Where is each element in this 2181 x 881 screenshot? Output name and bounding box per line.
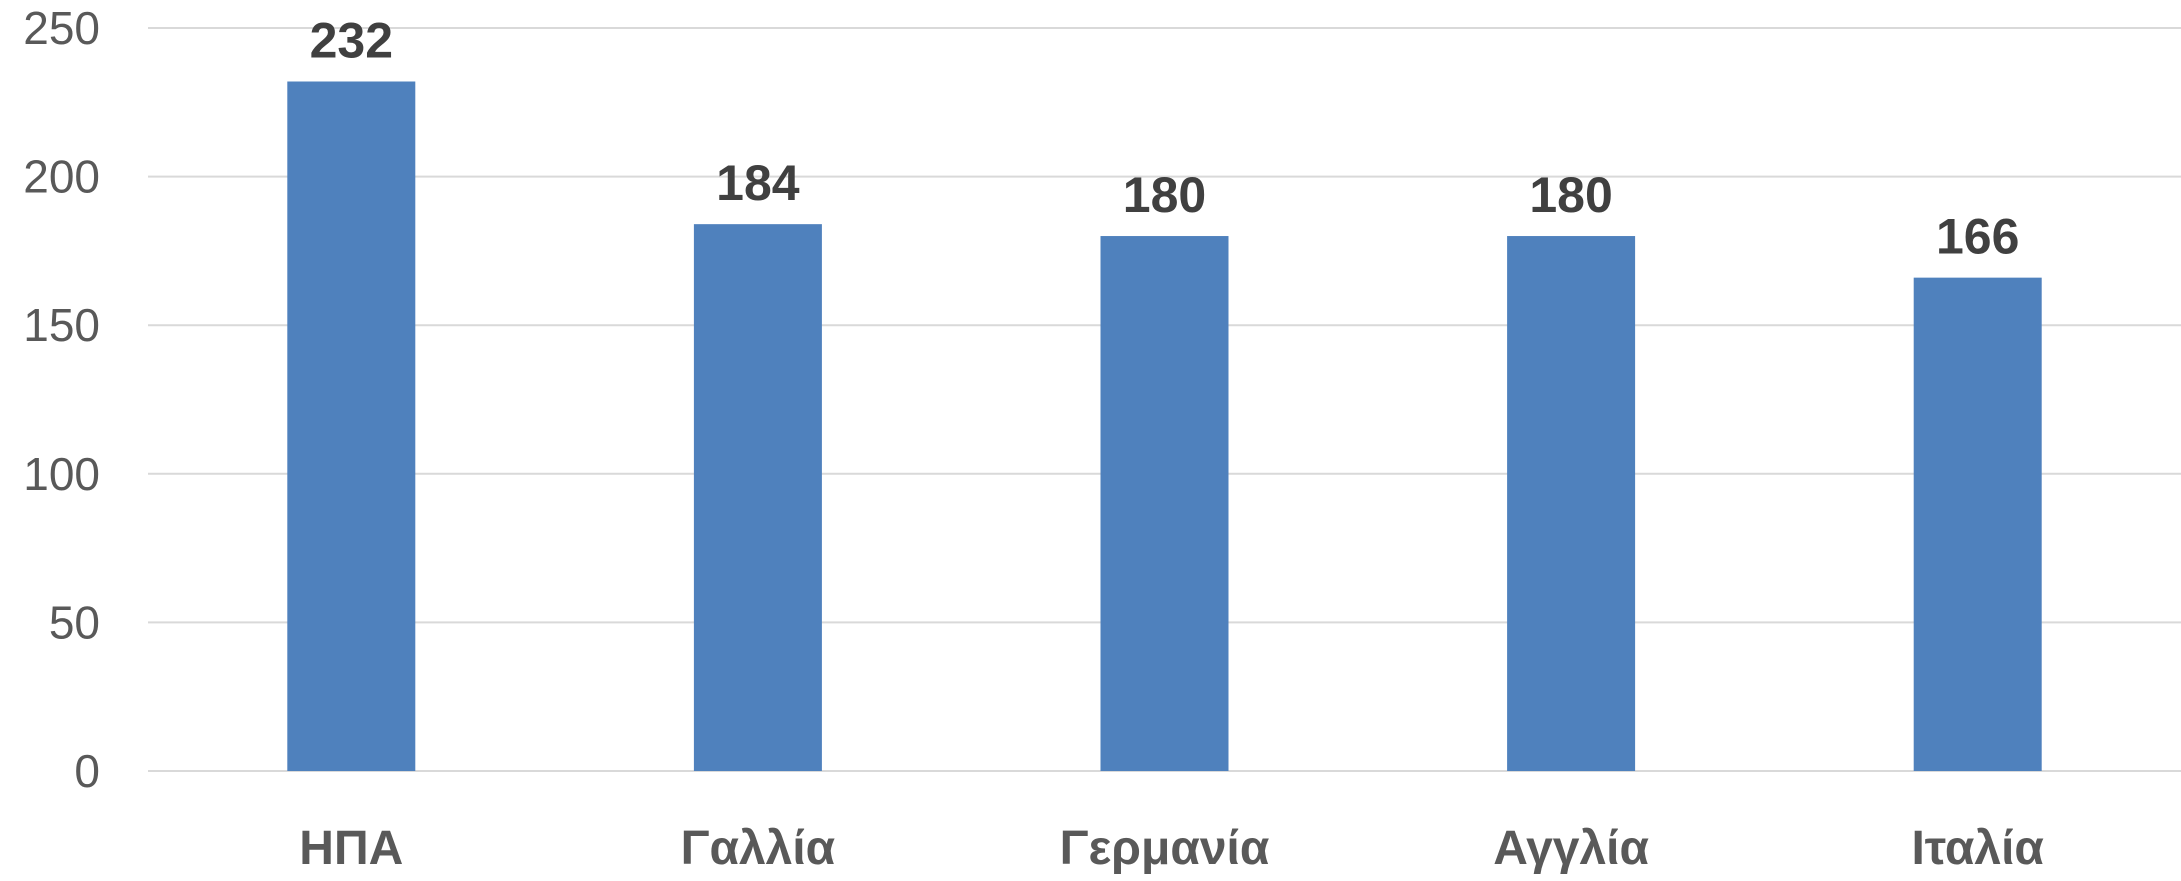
category-label: Γαλλία (681, 822, 836, 875)
x-axis-categories: ΗΠΑ Γαλλία Γερμανία Αγγλία Ιταλία (299, 822, 2044, 875)
bar (1507, 236, 1636, 772)
data-label: 232 (310, 12, 393, 68)
bar (693, 224, 822, 772)
category-label: Ιταλία (1911, 822, 2044, 875)
y-tick-label: 250 (23, 2, 100, 54)
data-label: 184 (716, 155, 800, 211)
data-label: 180 (1529, 167, 1612, 223)
category-label: Γερμανία (1060, 822, 1270, 875)
data-label: 180 (1123, 167, 1206, 223)
data-labels: 232 184 180 180 166 (310, 12, 2020, 264)
y-tick-label: 50 (49, 596, 100, 648)
bar (1100, 236, 1229, 772)
bar (287, 81, 416, 772)
data-label: 166 (1936, 209, 2019, 265)
y-tick-label: 0 (74, 745, 100, 797)
bars (287, 81, 2042, 772)
bar (1913, 277, 2042, 771)
category-label: ΗΠΑ (299, 822, 403, 875)
category-label: Αγγλία (1493, 822, 1649, 875)
y-tick-label: 200 (23, 151, 100, 203)
y-axis-ticks: 0 50 100 150 200 250 (23, 2, 100, 797)
y-tick-label: 100 (23, 448, 100, 500)
y-tick-label: 150 (23, 299, 100, 351)
